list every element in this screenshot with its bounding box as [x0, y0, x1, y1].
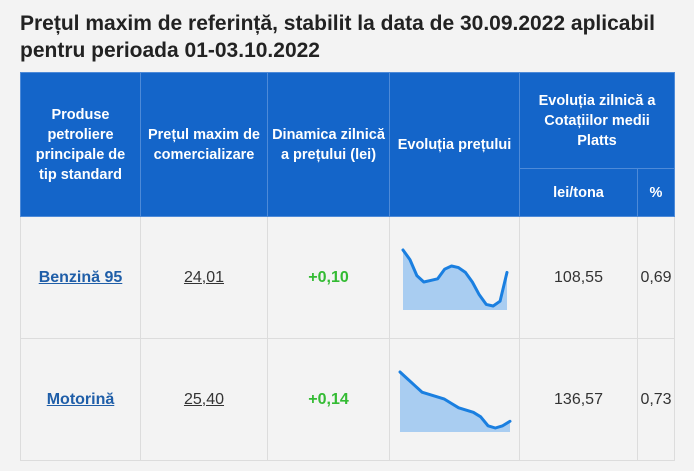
- sparkline-line: [398, 370, 511, 429]
- header-lei-ton: lei/tona: [519, 168, 638, 217]
- table-row: Motorină 25,40 +0,14 136,57 0,73: [20, 338, 676, 461]
- header-dynamics: Dinamica zilnică a prețului (lei): [267, 72, 390, 217]
- max-price-link[interactable]: 25,40: [183, 390, 225, 408]
- header-products: Produse petroliere principale de tip sta…: [20, 72, 141, 217]
- platts-percent-value: 0,69: [640, 268, 672, 286]
- sparkline-line: [401, 248, 508, 307]
- table-row: Benzină 95 24,01 +0,10 108,55 0,69: [20, 216, 676, 339]
- header-percent: %: [636, 168, 676, 217]
- sparkline-area: [402, 249, 507, 310]
- sparkline-area: [399, 371, 510, 432]
- platts-lei-ton-value: 108,55: [554, 268, 603, 286]
- product-link-benzina[interactable]: Benzină 95: [38, 268, 123, 286]
- header-evolution: Evoluția prețului: [389, 72, 520, 217]
- price-table-container: Produse petroliere principale de tip sta…: [20, 72, 694, 471]
- max-price-link[interactable]: 24,01: [183, 268, 225, 286]
- header-max-price: Prețul maxim de comercializare: [140, 72, 268, 217]
- platts-lei-ton-value: 136,57: [554, 390, 603, 408]
- price-trend-sparkline: [398, 370, 511, 432]
- platts-percent-value: 0,73: [640, 390, 672, 408]
- header-platts: Evoluția zilnică a Cotațiilor medii Plat…: [518, 72, 676, 169]
- dynamics-value: +0,10: [308, 268, 349, 286]
- price-trend-sparkline: [401, 248, 508, 310]
- price-table: Produse petroliere principale de tip sta…: [20, 72, 676, 461]
- dynamics-value: +0,14: [308, 390, 349, 408]
- page-title: Prețul maxim de referință, stabilit la d…: [20, 12, 655, 62]
- product-link-motorina[interactable]: Motorină: [46, 390, 115, 408]
